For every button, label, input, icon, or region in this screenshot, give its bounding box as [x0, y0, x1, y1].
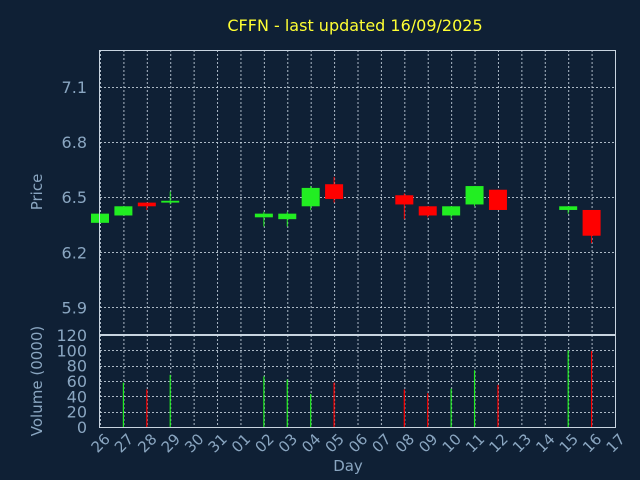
- candle-body: [488, 189, 507, 210]
- x-tick-label: 03: [275, 430, 301, 456]
- x-tick-label: 11: [462, 430, 488, 456]
- chart-title: CFFN - last updated 16/09/2025: [227, 16, 482, 35]
- price-plot-frame: [99, 50, 616, 335]
- volume-y-tick-label: 0: [77, 418, 87, 437]
- x-tick-label: 08: [392, 430, 418, 456]
- price-axis-label: Price: [28, 174, 46, 211]
- price-y-tick-label: 5.9: [62, 298, 87, 317]
- volume-y-tick-label: 40: [67, 387, 87, 406]
- price-y-ticks: 5.9 6.2 6.5 6.8 7.1: [62, 78, 87, 318]
- candle-body: [465, 186, 484, 205]
- x-tick-label: 16: [579, 430, 605, 456]
- x-ticks: 2627282930310102030405060708091011121314…: [88, 430, 629, 456]
- x-axis-label: Day: [333, 457, 363, 475]
- volume-grid: [100, 335, 616, 428]
- x-tick-label: 17: [603, 430, 629, 456]
- x-tick-label: 14: [532, 430, 558, 456]
- x-tick-label: 31: [205, 430, 231, 456]
- candle-body: [442, 206, 461, 216]
- candle-body: [254, 213, 273, 218]
- x-tick-label: 04: [298, 430, 324, 456]
- volume-y-tick-label: 100: [56, 341, 87, 360]
- volume-y-tick-label: 60: [67, 372, 87, 391]
- volume-y-tick-label: 80: [67, 357, 87, 376]
- candle-body: [418, 206, 437, 216]
- candle-body: [395, 195, 414, 205]
- x-tick-label: 06: [345, 430, 371, 456]
- x-tick-label: 10: [439, 430, 465, 456]
- candle-body: [137, 202, 156, 207]
- x-tick-label: 05: [322, 430, 348, 456]
- x-tick-label: 29: [158, 430, 184, 456]
- x-tick-label: 09: [415, 430, 441, 456]
- x-tick-label: 01: [228, 430, 254, 456]
- x-tick-label: 12: [486, 430, 512, 456]
- volume-y-tick-label: 20: [67, 403, 87, 422]
- volume-axis-label: Volume (0000): [28, 326, 46, 436]
- x-tick-label: 07: [368, 430, 394, 456]
- candle-body: [161, 200, 180, 203]
- price-y-tick-label: 6.2: [62, 243, 87, 262]
- candle-body: [114, 206, 133, 216]
- candle-body: [301, 187, 320, 207]
- candle-body: [325, 184, 344, 199]
- x-tick-label: 15: [556, 430, 582, 456]
- volume-plot-frame: [99, 335, 616, 428]
- price-y-tick-label: 6.8: [62, 133, 87, 152]
- x-tick-label: 02: [251, 430, 277, 456]
- x-tick-label: 30: [181, 430, 207, 456]
- price-candles: [91, 176, 601, 244]
- x-tick-label: 13: [509, 430, 535, 456]
- candle-body: [559, 206, 578, 210]
- candle-body: [278, 213, 297, 220]
- candle-body: [582, 209, 601, 236]
- price-y-tick-label: 7.1: [62, 78, 87, 97]
- price-y-tick-label: 6.5: [62, 188, 87, 207]
- volume-bars: [122, 350, 593, 427]
- price-grid: [100, 50, 616, 335]
- x-tick-label: 26: [88, 430, 114, 456]
- x-tick-label: 27: [111, 430, 137, 456]
- x-tick-label: 28: [134, 430, 160, 456]
- volume-y-tick-label: 120: [56, 326, 87, 345]
